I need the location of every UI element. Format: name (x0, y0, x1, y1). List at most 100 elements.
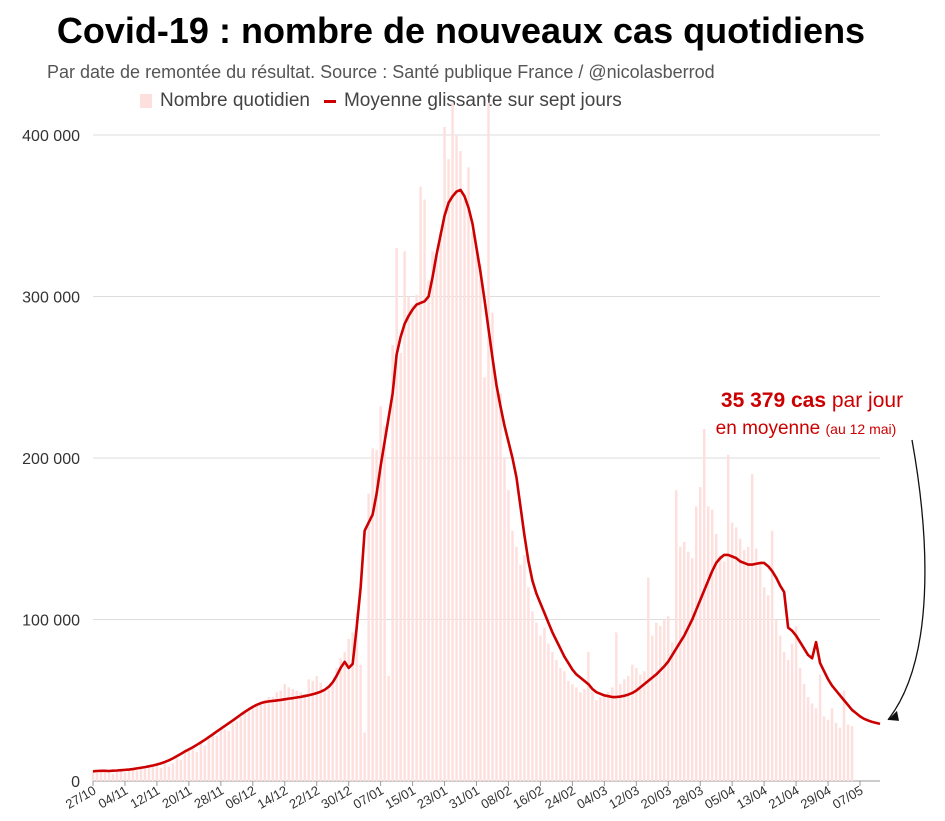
bar (215, 735, 219, 781)
y-tick-label: 0 (71, 774, 80, 791)
bar (263, 700, 267, 781)
bar (714, 533, 718, 781)
bar (734, 527, 738, 781)
bar (399, 353, 402, 781)
bar (175, 758, 179, 781)
bar (319, 682, 322, 781)
moving-average-line (92, 188, 881, 773)
x-tick-label: 27/10 (63, 783, 99, 812)
annotation-per-day: par jour (826, 389, 904, 412)
bar (623, 679, 626, 781)
bar (587, 651, 590, 781)
bar (103, 772, 107, 781)
bar (227, 730, 231, 781)
bar (607, 692, 610, 781)
x-tick-label: 08/02 (478, 783, 514, 812)
x-tick-label: 07/05 (830, 783, 866, 812)
bar (187, 750, 191, 781)
bar (583, 688, 586, 781)
bar (395, 248, 398, 782)
bar (223, 729, 227, 781)
bar (251, 706, 255, 781)
bar (762, 587, 766, 781)
bar (307, 679, 310, 781)
bar (643, 671, 646, 781)
bar (814, 708, 818, 781)
annotation-date: (au 12 mai) (825, 421, 897, 437)
bar (291, 688, 294, 781)
annotation-arrow (887, 439, 926, 721)
bar (247, 709, 251, 781)
bar (419, 186, 422, 781)
x-tick-label: 28/11 (191, 783, 226, 812)
x-tick-label: 20/11 (160, 783, 195, 812)
bar (691, 558, 694, 781)
bar (443, 126, 446, 782)
y-tick-label: 200 000 (22, 451, 80, 468)
bar (826, 719, 830, 781)
annotation-value: 35 379 cas (720, 389, 827, 412)
bar (770, 530, 774, 781)
bar (431, 251, 434, 781)
bar (663, 619, 666, 781)
annotation-on-average: en moyenne (715, 418, 821, 439)
daily-bars (91, 102, 854, 782)
legend: Nombre quotidien Moyenne glissante sur s… (140, 90, 622, 112)
bar (575, 687, 578, 781)
bar (111, 773, 115, 781)
bar (355, 613, 358, 781)
bar (679, 546, 682, 781)
bar (559, 667, 562, 781)
bar (786, 659, 790, 781)
bar (842, 690, 846, 781)
bar (702, 428, 706, 781)
bar (467, 167, 470, 782)
bar (259, 701, 263, 781)
x-tick-label: 12/03 (606, 783, 642, 812)
bar (683, 541, 686, 781)
bar (411, 304, 414, 781)
bar (667, 616, 670, 781)
bar (802, 684, 806, 781)
bar (547, 643, 550, 781)
bar (379, 406, 382, 781)
bar (455, 135, 458, 781)
bar (511, 530, 514, 781)
bar (846, 724, 850, 781)
bar (135, 770, 139, 781)
bar (143, 768, 147, 781)
bar (571, 684, 574, 781)
bar (491, 312, 494, 781)
bar (758, 562, 762, 781)
bar (782, 651, 786, 781)
bar (275, 692, 279, 781)
bar (834, 722, 838, 781)
chart-title: Covid-19 : nombre de nouveaux cas quotid… (56, 10, 866, 51)
bar (299, 692, 302, 781)
bar (131, 768, 135, 781)
bar (383, 425, 386, 781)
moving-average-path (92, 188, 881, 773)
bar (343, 651, 346, 781)
bar (239, 716, 243, 781)
bar (183, 751, 187, 781)
bar (527, 587, 530, 781)
bar (295, 690, 298, 781)
bar (415, 294, 418, 781)
bar (726, 454, 730, 781)
bar (603, 695, 606, 781)
bar (335, 667, 338, 781)
bar (810, 703, 814, 781)
bar (151, 764, 155, 781)
y-tick-label: 100 000 (22, 613, 80, 630)
bar (706, 506, 710, 781)
bar (555, 659, 558, 781)
bar (639, 674, 642, 781)
bar (95, 772, 99, 781)
bar (675, 490, 678, 781)
bar (255, 703, 259, 781)
bar (219, 727, 223, 781)
bar (519, 564, 522, 781)
bar (722, 561, 726, 781)
